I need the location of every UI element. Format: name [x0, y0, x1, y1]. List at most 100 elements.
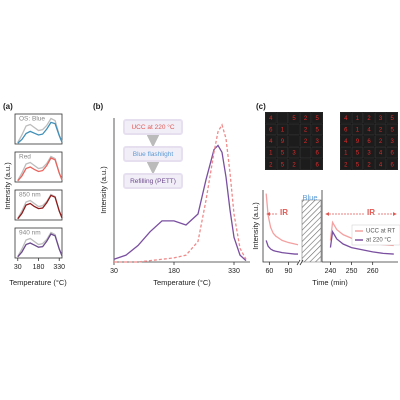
subplot-label: OS: Blue	[19, 116, 45, 123]
subplot-label: 940 nm	[19, 230, 41, 237]
grid-cell	[375, 112, 387, 124]
cell-digit: 5	[391, 127, 395, 133]
grid-cell	[276, 135, 288, 147]
cell-digit: 6	[316, 151, 320, 157]
grid-cell	[363, 112, 375, 124]
step-box	[123, 119, 183, 135]
grid-cell	[375, 135, 387, 147]
grid-cell	[276, 112, 288, 124]
grid-cell	[276, 147, 288, 159]
grid-cell	[386, 158, 398, 170]
series-line	[329, 229, 394, 255]
cell-digit: 3	[379, 116, 383, 122]
legend-box	[351, 224, 400, 246]
annotation: Blue	[302, 193, 317, 202]
cell-digit: 4	[344, 139, 348, 145]
cell-digit: 4	[269, 139, 273, 145]
grid-cell	[386, 123, 398, 135]
axes-frame	[14, 113, 63, 145]
cell-digit: 5	[391, 116, 395, 122]
cell-digit: 2	[379, 139, 383, 145]
axes-frame	[14, 189, 63, 221]
step-box	[123, 173, 183, 189]
subplot-label: Red	[19, 154, 31, 161]
cell-digit: 6	[269, 127, 273, 133]
grid-cell	[363, 135, 375, 147]
grid-cell	[375, 147, 387, 159]
cell-digit: 5	[281, 151, 285, 157]
cell-digit: 6	[344, 127, 348, 133]
y-axis-label: Intensity (a.u.)	[99, 166, 108, 214]
grid-cell	[311, 135, 323, 147]
x-axis-label: Temperature (°C)	[9, 278, 67, 287]
grid-cell	[351, 112, 363, 124]
grid-cell	[351, 158, 363, 170]
annotation: IR	[280, 208, 288, 217]
cell-digit: 1	[281, 127, 285, 133]
cell-digit: 5	[316, 116, 320, 122]
cell-digit: 2	[379, 127, 383, 133]
series-line	[17, 121, 63, 144]
cell-digit: 1	[344, 151, 348, 157]
grid-cell	[265, 112, 277, 124]
axes	[262, 190, 298, 263]
grid-cell	[300, 147, 312, 159]
grid-cell	[340, 135, 352, 147]
cell-digit: 1	[356, 116, 360, 122]
hatch-region	[301, 199, 322, 263]
y-axis-label: Intensity (a.u.)	[251, 202, 260, 250]
grid-cell	[311, 147, 323, 159]
cell-digit: 6	[391, 151, 395, 157]
grid-cell	[351, 123, 363, 135]
annotation: IR	[367, 208, 375, 217]
grid-cell	[363, 158, 375, 170]
series-line	[17, 157, 63, 182]
grid-cell	[311, 158, 323, 170]
cell-digit: 4	[379, 151, 383, 157]
series-line	[113, 144, 247, 262]
grid-cell	[300, 112, 312, 124]
cell-digit: 4	[344, 116, 348, 122]
panel-label: (a)	[3, 102, 13, 111]
grid-cell	[340, 123, 352, 135]
series-line	[17, 117, 63, 143]
grid-cell	[276, 158, 288, 170]
x-tick-label: 330	[53, 264, 65, 271]
grid-cell	[311, 112, 323, 124]
grid-cell	[386, 135, 398, 147]
grid-cell	[300, 135, 312, 147]
cell-digit: 2	[292, 162, 296, 168]
panel-label: (b)	[93, 102, 104, 111]
x-tick-label: 260	[367, 268, 379, 275]
grid-cell	[351, 147, 363, 159]
grid-cell	[386, 112, 398, 124]
x-tick-label: 180	[33, 264, 45, 271]
grid-cell	[265, 135, 277, 147]
cell-digit: 6	[391, 162, 395, 168]
cell-digit: 9	[356, 139, 360, 145]
cell-digit: 4	[379, 162, 383, 168]
grid-cell	[276, 123, 288, 135]
x-tick-label: 250	[346, 268, 358, 275]
grid-cell	[288, 112, 300, 124]
series-line	[265, 193, 299, 246]
cell-digit: 5	[281, 162, 285, 168]
cell-digit: 3	[316, 139, 320, 145]
series-line	[265, 240, 298, 255]
step-text: Blue flashlight	[133, 151, 174, 158]
series-line	[17, 233, 63, 258]
cell-digit: 5	[356, 162, 360, 168]
cell-digit: 9	[281, 139, 285, 145]
grid-cell	[375, 158, 387, 170]
grid-cell	[265, 158, 277, 170]
grid-cell	[351, 135, 363, 147]
x-axis-label: Time (min)	[312, 278, 348, 287]
cell-digit: 1	[269, 151, 273, 157]
cell-digit: 6	[367, 139, 371, 145]
grid-cell	[288, 123, 300, 135]
cell-digit: 2	[367, 116, 371, 122]
cell-digit: 2	[304, 139, 308, 145]
cell-digit: 4	[269, 116, 273, 122]
cell-digit: 3	[367, 151, 371, 157]
